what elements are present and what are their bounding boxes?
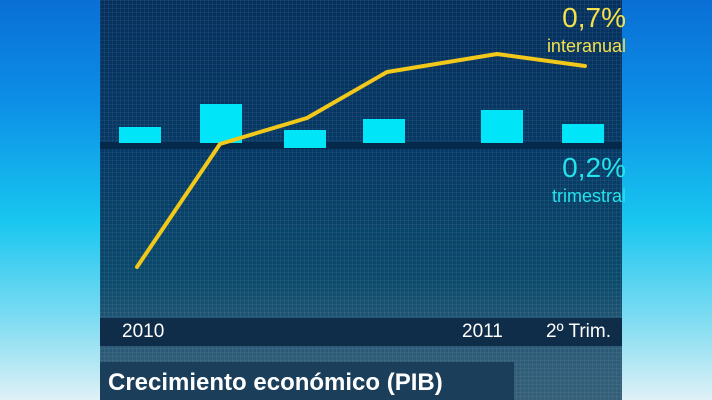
- trimestral-value: 0,2%: [562, 152, 626, 183]
- trimestral-label: trimestral: [551, 186, 626, 206]
- bar-2010-t1: [119, 127, 161, 143]
- bar-2010-t2: [200, 104, 242, 143]
- x-label-2010: 2010: [122, 321, 165, 342]
- bar-2011-t1: [481, 110, 523, 143]
- bar-2011-t2: [562, 124, 604, 143]
- zero-axis: [100, 142, 622, 149]
- interanual-label: interanual: [546, 36, 626, 56]
- bar-2010-t3: [284, 130, 326, 148]
- x-label-2-trim: 2º Trim.: [546, 321, 611, 342]
- x-axis-bar: [100, 318, 622, 346]
- x-label-2011: 2011: [462, 321, 503, 342]
- interanual-value: 0,7%: [562, 2, 626, 33]
- title-bar: [100, 362, 514, 400]
- bar-2010-t4: [363, 119, 405, 143]
- chart-title: Crecimiento económico (PIB): [108, 369, 443, 396]
